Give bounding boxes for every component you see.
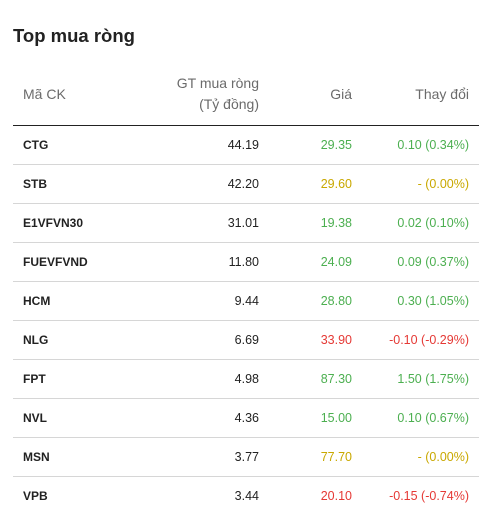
- net-buy-value: 3.77: [234, 450, 259, 464]
- stock-code[interactable]: HCM: [23, 294, 51, 308]
- header-code: Mã CK: [23, 86, 66, 102]
- stock-code[interactable]: CTG: [23, 138, 49, 152]
- table-body: CTG 44.19 29.35 0.10 (0.34%) STB 42.20 29.60 - …: [13, 126, 479, 515]
- price-change: 0.10 (0.67%): [397, 411, 469, 425]
- stock-code[interactable]: FUEVFVND: [23, 255, 88, 269]
- price: 20.10: [320, 489, 352, 503]
- stock-code[interactable]: NLG: [23, 333, 49, 347]
- table-row[interactable]: NLG 6.69 33.90 -0.10 (-0.29%): [13, 321, 479, 360]
- price: 29.60: [320, 177, 352, 191]
- price-change: -0.10 (-0.29%): [389, 333, 469, 347]
- stock-code[interactable]: VPB: [23, 489, 48, 503]
- price: 24.09: [320, 255, 352, 269]
- stock-code[interactable]: NVL: [23, 411, 47, 425]
- price: 77.70: [320, 450, 352, 464]
- price: 29.35: [320, 138, 352, 152]
- stock-code[interactable]: STB: [23, 177, 47, 191]
- table-row[interactable]: CTG 44.19 29.35 0.10 (0.34%): [13, 126, 479, 165]
- widget-title: Top mua ròng: [13, 25, 135, 46]
- net-buy-value: 3.44: [234, 489, 259, 503]
- header-net-buy-value-line2: (Tỷ đồng): [199, 96, 259, 112]
- net-buy-table: Mã CK GT mua ròng (Tỷ đồng) Giá Thay đổi…: [13, 64, 479, 515]
- net-buy-value: 4.98: [234, 372, 259, 386]
- net-buy-value: 44.19: [227, 138, 259, 152]
- net-buy-value: 4.36: [234, 411, 259, 425]
- table-row[interactable]: E1VFVN30 31.01 19.38 0.02 (0.10%): [13, 204, 479, 243]
- price-change: 1.50 (1.75%): [397, 372, 469, 386]
- stock-code[interactable]: E1VFVN30: [23, 216, 84, 230]
- price-change: 0.09 (0.37%): [397, 255, 469, 269]
- price-change: - (0.00%): [417, 450, 469, 464]
- stock-code[interactable]: MSN: [23, 450, 50, 464]
- header-price: Giá: [330, 86, 352, 102]
- table-row[interactable]: VPB 3.44 20.10 -0.15 (-0.74%): [13, 477, 479, 515]
- price: 33.90: [320, 333, 352, 347]
- net-buy-value: 9.44: [234, 294, 259, 308]
- price-change: -0.15 (-0.74%): [389, 489, 469, 503]
- header-net-buy-value-line1: GT mua ròng: [176, 75, 259, 91]
- net-buy-value: 42.20: [227, 177, 259, 191]
- table-row[interactable]: STB 42.20 29.60 - (0.00%): [13, 165, 479, 204]
- table-row[interactable]: FPT 4.98 87.30 1.50 (1.75%): [13, 360, 479, 399]
- header-net-buy-value: GT mua ròng (Tỷ đồng): [177, 73, 259, 115]
- price: 87.30: [320, 372, 352, 386]
- table-row[interactable]: MSN 3.77 77.70 - (0.00%): [13, 438, 479, 477]
- price: 15.00: [320, 411, 352, 425]
- price-change: 0.02 (0.10%): [397, 216, 469, 230]
- header-change: Thay đổi: [415, 86, 469, 102]
- price-change: 0.30 (1.05%): [397, 294, 469, 308]
- table-row[interactable]: NVL 4.36 15.00 0.10 (0.67%): [13, 399, 479, 438]
- table-row[interactable]: FUEVFVND 11.80 24.09 0.09 (0.37%): [13, 243, 479, 282]
- stock-code[interactable]: FPT: [23, 372, 46, 386]
- net-buy-value: 11.80: [228, 255, 259, 269]
- table-header: Mã CK GT mua ròng (Tỷ đồng) Giá Thay đổi: [13, 64, 479, 126]
- table-row[interactable]: HCM 9.44 28.80 0.30 (1.05%): [13, 282, 479, 321]
- price-change: - (0.00%): [417, 177, 469, 191]
- price-change: 0.10 (0.34%): [397, 138, 469, 152]
- price: 19.38: [320, 216, 352, 230]
- net-buy-value: 6.69: [234, 333, 259, 347]
- price: 28.80: [320, 294, 352, 308]
- net-buy-value: 31.01: [227, 216, 259, 230]
